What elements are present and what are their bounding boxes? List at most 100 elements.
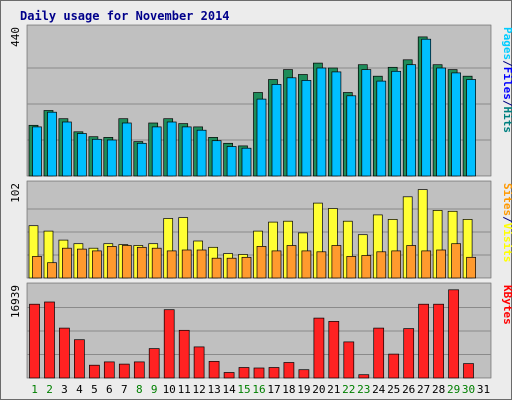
x-tick-label: 2 (46, 383, 53, 396)
bar-kbytes-day-24 (373, 327, 385, 379)
bar-files-day-24 (376, 80, 387, 177)
chart-panels: 440Pages/Files/Hits102Sites/Visits16939K… (9, 24, 512, 379)
bar-sites-day-1 (32, 256, 42, 279)
bar-kbytes-day-7 (118, 363, 130, 379)
bar-files-day-10 (166, 121, 177, 177)
bar-sites-day-21 (331, 245, 342, 279)
bar-kbytes-day-21 (328, 321, 340, 379)
x-tick-label: 14 (222, 383, 236, 396)
bar-sites-day-10 (166, 250, 177, 279)
x-tick-label: 22 (342, 383, 355, 396)
bar-sites-day-24 (376, 251, 387, 279)
x-tick-label: 1 (31, 383, 38, 396)
bar-kbytes-day-8 (133, 361, 145, 379)
bar-sites-day-7 (121, 245, 132, 279)
bar-files-day-16 (256, 98, 267, 177)
bar-files-day-21 (331, 71, 342, 177)
bar-kbytes-day-11 (178, 329, 190, 379)
x-tick-label: 8 (136, 383, 143, 396)
bar-kbytes-day-19 (298, 369, 310, 379)
x-tick-label: 7 (121, 383, 128, 396)
legend-item: KBytes (501, 285, 512, 325)
bar-kbytes-day-25 (388, 353, 400, 379)
bar-kbytes-day-5 (89, 364, 100, 379)
bar-sites-day-22 (346, 256, 357, 279)
bar-sites-day-23 (361, 255, 372, 279)
bar-files-day-7 (121, 122, 132, 177)
bar-kbytes-day-28 (433, 303, 444, 379)
bar-kbytes-day-27 (418, 303, 429, 379)
bar-files-day-14 (226, 146, 237, 177)
bar-sites-day-19 (301, 250, 312, 279)
x-tick-label: 18 (282, 383, 295, 396)
bar-files-day-12 (196, 129, 207, 177)
bar-sites-day-20 (316, 251, 327, 279)
bar-files-day-19 (301, 80, 312, 177)
x-tick-label: 5 (91, 383, 98, 396)
bar-kbytes-day-22 (343, 341, 355, 379)
bar-files-day-4 (77, 133, 87, 177)
bar-files-day-5 (92, 138, 102, 177)
bar-sites-day-12 (196, 249, 207, 279)
bar-kbytes-day-29 (448, 289, 459, 379)
x-tick-label: 3 (61, 383, 68, 396)
bar-files-day-28 (436, 67, 446, 177)
legend-item: Pages (501, 27, 512, 60)
bar-sites-day-13 (211, 257, 222, 279)
bar-kbytes-day-18 (283, 362, 295, 379)
bar-sites-day-2 (47, 262, 57, 279)
legend-item: / (501, 216, 512, 223)
bar-sites-day-17 (271, 250, 282, 279)
legend-item: Hits (501, 107, 512, 134)
bar-kbytes-day-1 (29, 303, 40, 379)
x-tick-label: 26 (402, 383, 415, 396)
bar-sites-day-14 (226, 257, 237, 279)
x-tick-label: 12 (192, 383, 205, 396)
legend-hits-files: Pages/Files/Hits (501, 27, 512, 133)
bar-sites-day-30 (466, 256, 476, 279)
bar-sites-day-8 (136, 246, 147, 279)
bar-kbytes-day-30 (463, 363, 474, 379)
x-tick-label: 19 (297, 383, 310, 396)
x-tick-label: 15 (237, 383, 250, 396)
y-max-label: 102 (9, 183, 22, 203)
x-tick-label: 21 (327, 383, 340, 396)
x-tick-label: 28 (432, 383, 445, 396)
bar-files-day-20 (316, 67, 327, 177)
bar-files-day-9 (151, 126, 162, 177)
x-tick-label: 30 (462, 383, 475, 396)
bar-kbytes-day-2 (44, 301, 55, 379)
legend-item: / (501, 100, 512, 107)
bar-files-day-13 (211, 140, 222, 177)
x-tick-label: 23 (357, 383, 370, 396)
bar-files-day-2 (47, 111, 57, 177)
bar-files-day-25 (391, 70, 402, 177)
bar-files-day-30 (466, 79, 476, 177)
bar-kbytes-day-3 (59, 327, 70, 379)
bar-files-day-8 (136, 142, 147, 177)
x-tick-label: 20 (312, 383, 325, 396)
bar-kbytes-day-15 (238, 367, 250, 379)
bar-files-day-22 (346, 95, 357, 177)
bar-kbytes-day-20 (313, 317, 325, 379)
panel-kbytes: 16939 KBytes (9, 282, 512, 379)
x-tick-label: 29 (447, 383, 460, 396)
bar-sites-day-27 (421, 250, 432, 279)
bar-sites-day-15 (241, 256, 252, 279)
x-tick-label: 31 (477, 383, 490, 396)
bar-files-day-11 (181, 126, 192, 177)
x-axis: 1 2 3 4 5 6 7 8 9 10 11 12 13 14 15 16 17 18 19 20 21 22 23 24 2… (31, 383, 490, 396)
bar-files-day-1 (32, 126, 42, 177)
bar-files-day-15 (241, 147, 252, 177)
x-tick-label: 17 (267, 383, 280, 396)
bar-files-day-29 (451, 72, 461, 177)
bar-sites-day-26 (406, 245, 417, 279)
bar-kbytes-day-17 (268, 367, 280, 379)
legend-kbytes: KBytes (501, 285, 512, 325)
legend-item: Files (501, 67, 512, 100)
bar-kbytes-day-12 (193, 346, 205, 379)
x-tick-label: 24 (372, 383, 386, 396)
bar-kbytes-day-9 (148, 348, 160, 379)
